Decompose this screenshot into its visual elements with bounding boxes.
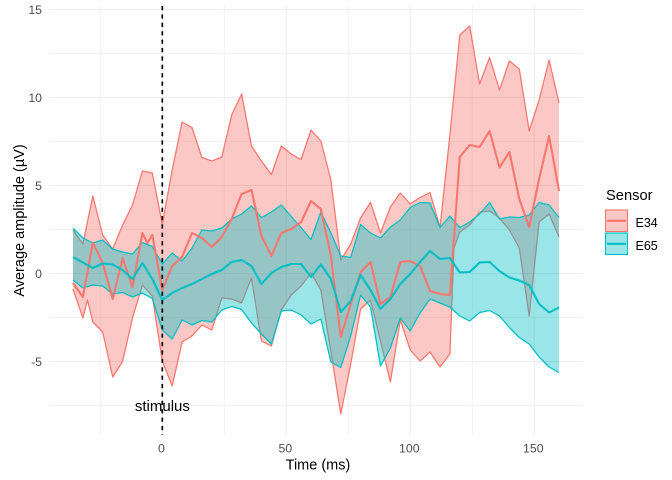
svg-text:15: 15 (28, 3, 42, 17)
svg-text:Average amplitude (µV): Average amplitude (µV) (12, 144, 28, 296)
svg-text:100: 100 (399, 442, 420, 456)
svg-text:stimulus: stimulus (135, 398, 190, 415)
svg-text:50: 50 (279, 442, 293, 456)
svg-text:10: 10 (28, 91, 42, 105)
svg-text:Time (ms): Time (ms) (286, 457, 351, 473)
svg-text:Sensor: Sensor (606, 188, 653, 204)
svg-text:150: 150 (523, 442, 544, 456)
svg-text:E34: E34 (636, 216, 658, 230)
svg-text:0: 0 (158, 442, 165, 456)
svg-text:E65: E65 (636, 239, 658, 253)
svg-text:-5: -5 (31, 355, 42, 369)
svg-text:5: 5 (35, 179, 42, 193)
svg-text:0: 0 (35, 267, 42, 281)
